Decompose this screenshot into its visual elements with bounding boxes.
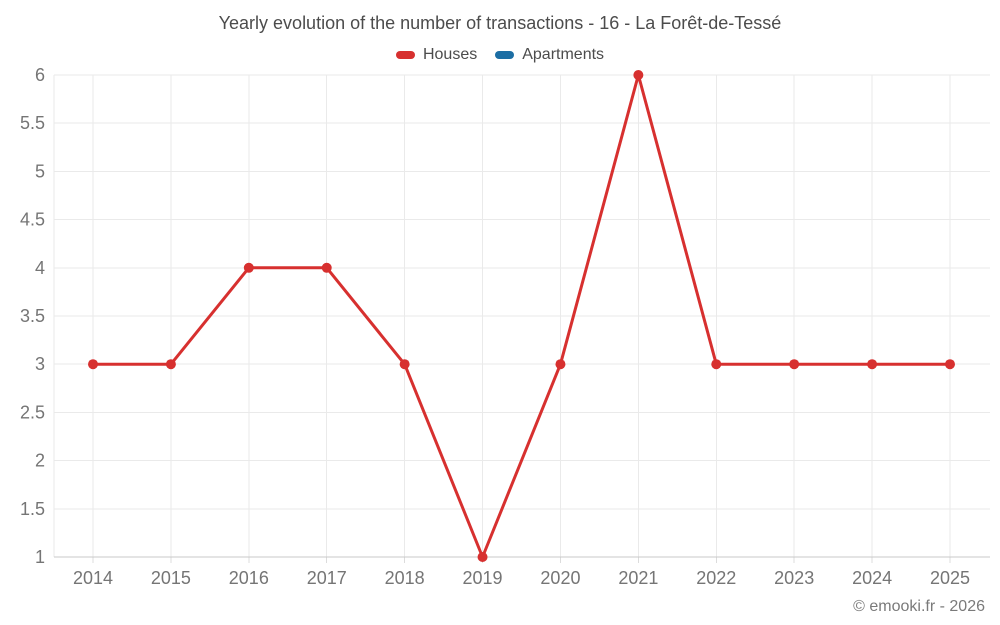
svg-text:2023: 2023 — [774, 568, 814, 588]
svg-text:5: 5 — [35, 161, 45, 181]
svg-text:2019: 2019 — [463, 568, 503, 588]
svg-text:3.5: 3.5 — [20, 306, 45, 326]
svg-text:1: 1 — [35, 547, 45, 567]
legend: Houses Apartments — [0, 46, 1000, 64]
svg-text:3: 3 — [35, 354, 45, 374]
svg-text:2024: 2024 — [852, 568, 892, 588]
svg-text:4.5: 4.5 — [20, 210, 45, 230]
svg-text:2.5: 2.5 — [20, 402, 45, 422]
svg-text:2021: 2021 — [618, 568, 658, 588]
svg-text:2015: 2015 — [151, 568, 191, 588]
copyright-footer: © emooki.fr - 2026 — [853, 598, 985, 615]
svg-text:2: 2 — [35, 451, 45, 471]
svg-text:2022: 2022 — [696, 568, 736, 588]
svg-text:5.5: 5.5 — [20, 113, 45, 133]
svg-text:2017: 2017 — [307, 568, 347, 588]
chart-title: Yearly evolution of the number of transa… — [218, 13, 782, 33]
svg-text:2020: 2020 — [540, 568, 580, 588]
apartments-swatch-icon — [495, 51, 515, 59]
svg-text:2016: 2016 — [229, 568, 269, 588]
svg-text:1.5: 1.5 — [20, 499, 45, 519]
svg-text:4: 4 — [35, 258, 45, 278]
svg-text:2018: 2018 — [385, 568, 425, 588]
legend-label-apartments: Apartments — [522, 46, 605, 63]
legend-item-apartments[interactable]: Apartments — [495, 46, 604, 64]
legend-item-houses[interactable]: Houses — [395, 46, 478, 64]
svg-text:6: 6 — [35, 65, 45, 85]
svg-text:2025: 2025 — [930, 568, 970, 588]
legend-label-houses: Houses — [422, 46, 478, 63]
svg-text:2014: 2014 — [73, 568, 113, 588]
houses-swatch-icon — [395, 51, 415, 59]
